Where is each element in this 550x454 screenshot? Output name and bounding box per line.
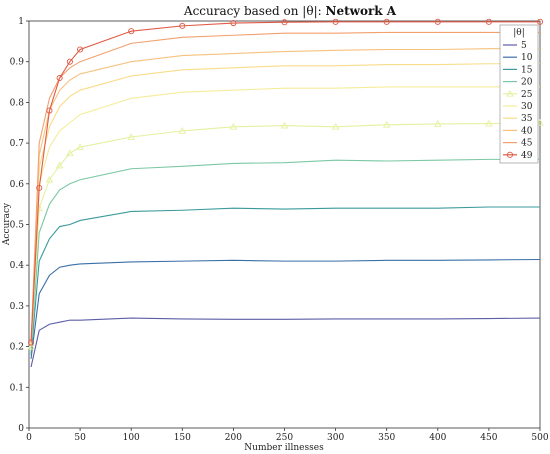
x-tick-label: 500 bbox=[531, 433, 548, 443]
chart-title: Accuracy based on |θ|: Network A bbox=[183, 4, 397, 18]
series-point-49 bbox=[27, 339, 35, 346]
y-tick-label: 0 bbox=[18, 424, 24, 434]
y-tick-label: 0.7 bbox=[10, 139, 25, 149]
series-line-30 bbox=[30, 86, 540, 347]
series-point-25 bbox=[66, 149, 74, 157]
series-line-49 bbox=[30, 21, 540, 343]
x-tick-label: 300 bbox=[327, 433, 344, 443]
series-point-25 bbox=[536, 118, 544, 126]
series-point-25 bbox=[45, 175, 54, 183]
series-point-25 bbox=[434, 120, 442, 127]
series-line-5 bbox=[30, 317, 541, 368]
legend-label-49: 49 bbox=[521, 151, 533, 161]
legend-marker-25 bbox=[506, 89, 514, 97]
legend-label-20: 20 bbox=[521, 78, 533, 88]
series-point-49 bbox=[230, 19, 237, 27]
legend-label-45: 45 bbox=[521, 139, 533, 149]
series-line-15 bbox=[30, 206, 540, 355]
y-tick-label: 0.2 bbox=[10, 343, 24, 353]
chart-title-prefix: Accuracy based on |θ|: bbox=[183, 4, 326, 18]
legend-label-15: 15 bbox=[521, 65, 533, 75]
x-tick-label: 0 bbox=[26, 433, 32, 443]
series-point-49 bbox=[36, 184, 43, 191]
series-point-25 bbox=[178, 126, 187, 134]
plot-frame bbox=[28, 20, 541, 429]
series-line-10 bbox=[30, 258, 541, 359]
x-tick-label: 200 bbox=[225, 433, 242, 443]
series-point-25 bbox=[55, 161, 64, 169]
x-tick-label: 100 bbox=[123, 433, 140, 443]
legend-label-40: 40 bbox=[521, 126, 533, 136]
series-line-35 bbox=[30, 63, 540, 347]
series-point-49 bbox=[179, 22, 186, 29]
x-tick-label: 50 bbox=[74, 433, 86, 443]
series-point-25 bbox=[27, 342, 35, 350]
chart-title-bold: Network A bbox=[325, 4, 396, 18]
plot-area: 0 50 100 150 200 250 300 350 400 450 500 0 0.1 0.2 0.3… bbox=[10, 17, 549, 443]
series-line-40 bbox=[30, 47, 541, 347]
series-point-25 bbox=[485, 119, 493, 127]
y-tick-label: 0.8 bbox=[10, 98, 25, 108]
series-point-49 bbox=[332, 18, 339, 25]
legend-label-10: 10 bbox=[521, 53, 533, 63]
legend-marker-49 bbox=[506, 151, 514, 158]
x-tick-label: 450 bbox=[480, 433, 497, 443]
legend-label-5: 5 bbox=[521, 41, 527, 51]
series-point-49 bbox=[77, 46, 84, 53]
series-point-25 bbox=[280, 121, 289, 129]
x-tick-label: 150 bbox=[174, 433, 191, 443]
series-point-25 bbox=[331, 122, 340, 130]
legend-label-30: 30 bbox=[521, 102, 533, 112]
y-tick-label: 0.9 bbox=[10, 58, 25, 68]
y-tick-label: 0.5 bbox=[10, 221, 25, 231]
x-tick-label: 250 bbox=[276, 433, 293, 443]
y-tick-label: 0.3 bbox=[10, 302, 25, 312]
series-point-25 bbox=[76, 143, 84, 151]
series-point-49 bbox=[281, 19, 288, 26]
x-tick-label: 400 bbox=[429, 433, 446, 443]
y-tick-label: 0.1 bbox=[10, 383, 24, 393]
series-point-49 bbox=[485, 18, 492, 25]
series-line-25 bbox=[30, 122, 541, 347]
x-tick-label: 350 bbox=[378, 433, 395, 443]
legend-title: |θ| bbox=[513, 28, 524, 38]
y-axis-label: Accuracy bbox=[2, 202, 12, 246]
legend-label-25: 25 bbox=[521, 90, 533, 100]
series-point-49 bbox=[46, 107, 53, 114]
series-point-25 bbox=[382, 120, 391, 128]
series-point-49 bbox=[66, 58, 73, 65]
series-point-25 bbox=[127, 133, 135, 140]
series-point-49 bbox=[56, 74, 63, 82]
series-line-20 bbox=[30, 158, 540, 351]
y-tick-label: 1 bbox=[18, 17, 24, 27]
series-point-49 bbox=[434, 18, 441, 25]
y-tick-label: 0.4 bbox=[10, 261, 25, 271]
series-point-49 bbox=[128, 28, 135, 35]
series-point-49 bbox=[383, 18, 390, 25]
legend: |θ| 5 10 15 20 25 30 35 40 45 49 bbox=[499, 24, 539, 164]
series-line-45 bbox=[30, 31, 540, 343]
series-point-49 bbox=[536, 18, 544, 25]
y-tick-label: 0.6 bbox=[10, 180, 25, 190]
x-axis-label: Number illnesses bbox=[244, 443, 324, 453]
series-point-25 bbox=[229, 122, 238, 130]
legend-label-35: 35 bbox=[521, 114, 533, 124]
